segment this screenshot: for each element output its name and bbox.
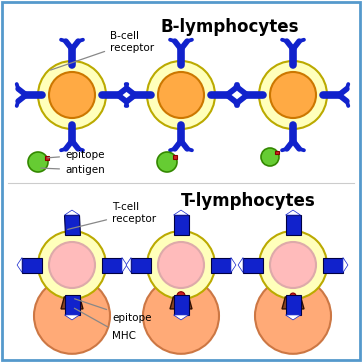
Circle shape	[290, 293, 296, 299]
Circle shape	[49, 242, 95, 288]
Circle shape	[255, 278, 331, 354]
FancyBboxPatch shape	[173, 155, 177, 159]
Polygon shape	[323, 257, 343, 273]
Polygon shape	[64, 295, 80, 315]
Text: T-cell
receptor: T-cell receptor	[68, 202, 156, 230]
Text: B-cell
receptor: B-cell receptor	[51, 31, 154, 70]
Circle shape	[158, 72, 204, 118]
Circle shape	[147, 61, 215, 129]
Polygon shape	[211, 257, 231, 273]
Polygon shape	[173, 215, 189, 235]
Polygon shape	[286, 295, 300, 315]
Polygon shape	[238, 257, 243, 273]
Circle shape	[270, 72, 316, 118]
Polygon shape	[170, 297, 192, 309]
FancyBboxPatch shape	[45, 156, 49, 160]
Text: T-lymphocytes: T-lymphocytes	[181, 192, 315, 210]
Polygon shape	[282, 297, 304, 309]
Text: antigen: antigen	[41, 165, 105, 175]
Text: epitope: epitope	[75, 299, 152, 323]
Text: epitope: epitope	[48, 150, 105, 160]
Circle shape	[158, 242, 204, 288]
FancyBboxPatch shape	[275, 151, 278, 154]
Polygon shape	[286, 210, 300, 215]
Circle shape	[34, 278, 110, 354]
Polygon shape	[173, 210, 189, 215]
Circle shape	[147, 231, 215, 299]
Circle shape	[259, 231, 327, 299]
Circle shape	[38, 61, 106, 129]
Polygon shape	[122, 257, 127, 273]
Circle shape	[49, 72, 95, 118]
Polygon shape	[22, 257, 42, 273]
Polygon shape	[64, 215, 80, 235]
Polygon shape	[243, 257, 263, 273]
Polygon shape	[61, 297, 83, 309]
Polygon shape	[286, 215, 300, 235]
Circle shape	[270, 242, 316, 288]
Polygon shape	[286, 315, 300, 320]
Circle shape	[261, 148, 279, 166]
Polygon shape	[126, 257, 131, 273]
Polygon shape	[64, 210, 80, 215]
Polygon shape	[173, 315, 189, 320]
Polygon shape	[64, 315, 80, 320]
Text: B-lymphocytes: B-lymphocytes	[161, 18, 299, 36]
Polygon shape	[102, 257, 122, 273]
Polygon shape	[17, 257, 22, 273]
Polygon shape	[131, 257, 151, 273]
Circle shape	[157, 152, 177, 172]
Polygon shape	[343, 257, 348, 273]
Circle shape	[143, 278, 219, 354]
Circle shape	[28, 152, 48, 172]
Polygon shape	[231, 257, 236, 273]
Polygon shape	[173, 295, 189, 315]
Text: MHC: MHC	[75, 308, 136, 341]
Circle shape	[38, 231, 106, 299]
Circle shape	[177, 292, 185, 300]
Circle shape	[259, 61, 327, 129]
